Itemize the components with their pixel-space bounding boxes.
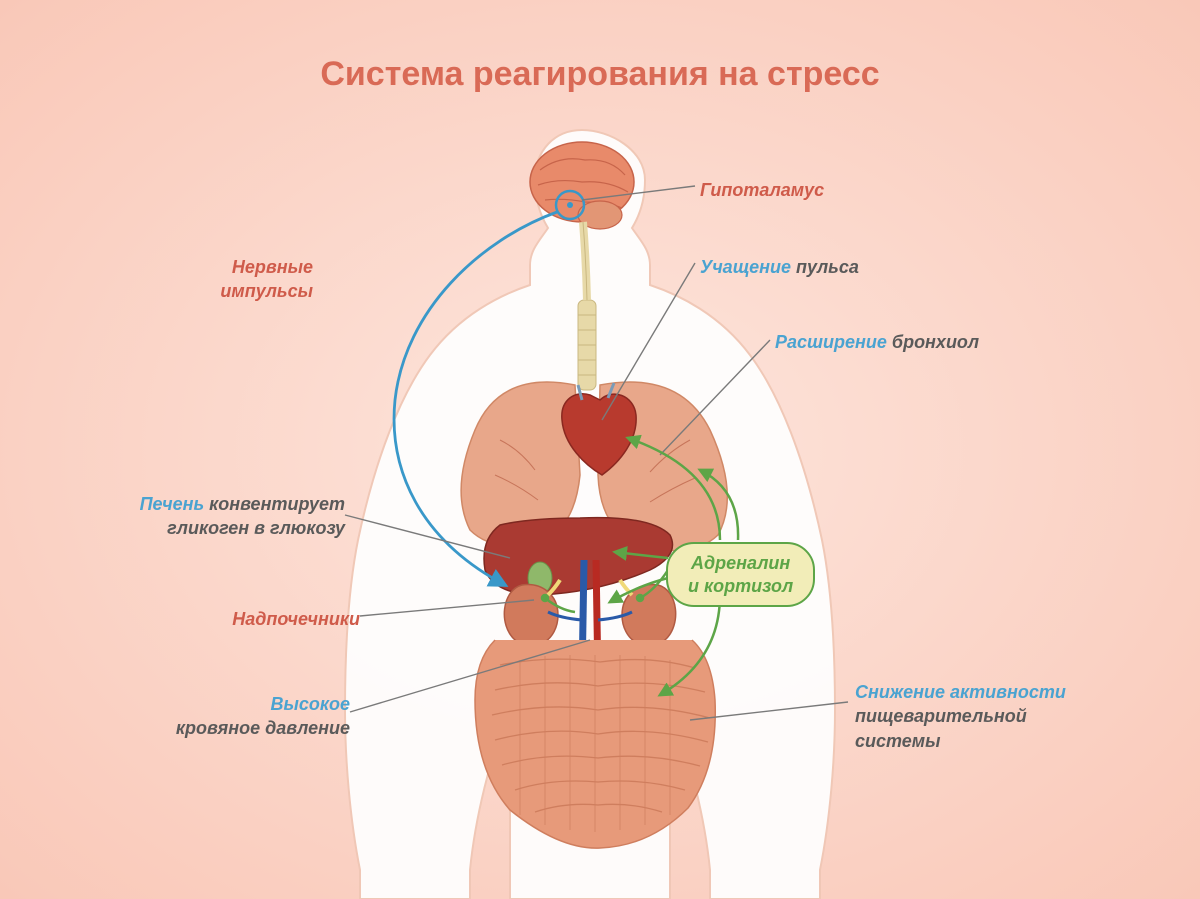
label-secondary: системы (855, 731, 940, 751)
label-bronchioles: Расширение бронхиол (775, 330, 979, 354)
pill-line2: и кортизол (688, 576, 793, 596)
label-accent: Расширение (775, 332, 887, 352)
label-secondary: гликоген в глюкозу (167, 518, 345, 538)
label-accent: Учащение (700, 257, 791, 277)
label-hypothalamus: Гипоталамус (700, 178, 824, 202)
page-title: Система реагирования на стресс (320, 55, 879, 94)
label-secondary: конвентирует (209, 494, 345, 514)
label-liver: Печень конвентирует гликоген в глюкозу (135, 492, 345, 541)
label-secondary: кровяное давление (176, 718, 350, 738)
label-text: Нервные (232, 257, 313, 277)
label-secondary: пульса (791, 257, 859, 277)
label-secondary: пищеварительной (855, 706, 1027, 726)
label-nerve-impulses: Нервные импульсы (193, 255, 313, 304)
diagram-canvas (0, 0, 1200, 899)
label-text: Надпочечники (232, 609, 360, 629)
label-accent: Печень (140, 494, 210, 514)
label-text: Гипоталамус (700, 180, 824, 200)
label-accent: Снижение активности (855, 682, 1066, 702)
spine (578, 300, 596, 390)
hormone-pill: Адреналин и кортизол (666, 542, 815, 607)
label-adrenal: Надпочечники (232, 607, 360, 631)
label-text: импульсы (220, 281, 313, 301)
label-secondary: бронхиол (887, 332, 979, 352)
pill-line1: Адреналин (691, 553, 790, 573)
label-pulse: Учащение пульса (700, 255, 859, 279)
label-digestive: Снижение активности пищеварительной сист… (855, 680, 1066, 753)
label-accent: Высокое (270, 694, 350, 714)
label-pressure: Высокое кровяное давление (130, 692, 350, 741)
